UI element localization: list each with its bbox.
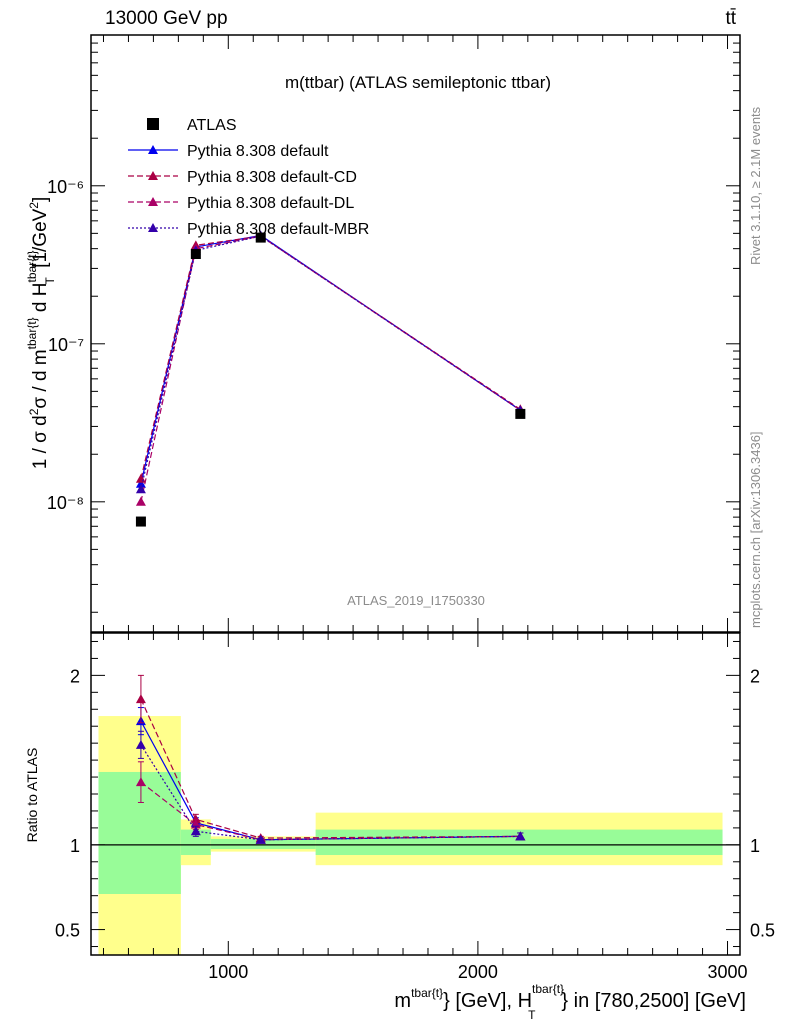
x-tick-label: 3000 — [707, 962, 747, 982]
legend-marker — [148, 197, 158, 206]
ratio-y-tick-label: 1 — [70, 836, 80, 856]
main-y-axis-label: 1 / σ d2σ / d mtbar{t} d Htbar{t} T [1/Ge… — [25, 197, 57, 470]
ratio-y-axis-label: Ratio to ATLAS — [24, 748, 40, 843]
rivet-label: Rivet 3.1.10, ≥ 2.1M events — [748, 106, 763, 265]
legend-label: Pythia 8.308 default-CD — [187, 169, 357, 186]
main-data — [135, 230, 526, 527]
ratio-point-4 — [255, 834, 266, 844]
ratio-line-2 — [140, 698, 521, 839]
atlas-point — [190, 249, 201, 260]
series-line-3 — [140, 235, 521, 502]
x-tick-label: 1000 — [208, 962, 248, 982]
legend: ATLAS Pythia 8.308 default Pythia 8.308 de… — [128, 117, 369, 238]
ratio-point-4 — [190, 826, 201, 836]
ratio-y-tick-label-right: 1 — [750, 836, 760, 856]
svg-text:mtbar{t}} [GeV], Htbar{t}T} in: mtbar{t}} [GeV], Htbar{t} T} in [780,2500… — [394, 982, 746, 1022]
ratio-point-3 — [135, 777, 146, 787]
band-inner-0 — [98, 771, 181, 894]
ratio-point-4 — [135, 739, 146, 749]
ratio-panel: 0.5 0.5 1 1 2 2 1000 2000 3000 — [55, 632, 775, 982]
process-label: tt̄ — [725, 8, 736, 29]
ratio-y-tick-label-right: 2 — [750, 666, 760, 686]
uncertainty-bands — [91, 716, 740, 955]
energy-label: 13000 GeV pp — [105, 8, 228, 29]
y-tick-label: 10⁻⁶ — [47, 177, 84, 197]
ratio-panel-frame — [90, 632, 741, 956]
ratio-line-4 — [140, 744, 521, 841]
legend-label: Pythia 8.308 default-DL — [187, 195, 354, 212]
band-inner-2 — [210, 838, 316, 850]
ratio-axis-ticks: 0.5 0.5 1 1 2 2 1000 2000 3000 — [55, 633, 775, 982]
plot-title: m(ttbar) (ATLAS semileptonic ttbar) — [285, 73, 551, 92]
svg-text:1 / σ d2σ / d mtbar{t} d Htbar: 1 / σ d2σ / d mtbar{t} d Htbar{t} T [1/Ge… — [25, 197, 57, 470]
legend-marker — [148, 145, 158, 154]
legend-marker-atlas — [147, 118, 159, 130]
ratio-data — [135, 674, 526, 844]
main-axis-ticks: 10⁻⁸ 10⁻⁷ 10⁻⁶ — [47, 34, 740, 632]
series-point-3 — [135, 496, 146, 506]
main-panel: 10⁻⁸ 10⁻⁷ 10⁻⁶ — [47, 34, 741, 633]
ratio-y-tick-label: 0.5 — [55, 921, 80, 941]
series-point-4 — [135, 484, 146, 494]
legend-label: Pythia 8.308 default-MBR — [187, 221, 369, 238]
mcplots-label: mcplots.cern.ch [arXiv:1306.3436] — [748, 431, 763, 628]
legend-marker — [148, 171, 158, 180]
x-axis-label: mtbar{t}} [GeV], Htbar{t} T} in [780,2500… — [394, 982, 746, 1022]
legend-label: ATLAS — [187, 117, 237, 134]
ratio-point-4 — [515, 831, 526, 841]
atlas-point — [135, 516, 146, 527]
main-panel-frame — [90, 34, 741, 633]
analysis-tag: ATLAS_2019_I1750330 — [347, 593, 485, 608]
ratio-y-tick-label-right: 0.5 — [750, 921, 775, 941]
ratio-y-tick-label: 2 — [70, 666, 80, 686]
atlas-point — [255, 232, 266, 243]
atlas-point — [515, 408, 526, 419]
ratio-point-2 — [135, 694, 146, 704]
x-tick-label: 2000 — [458, 962, 498, 982]
y-tick-label: 10⁻⁸ — [47, 493, 84, 513]
legend-marker — [148, 223, 158, 232]
series-point-1 — [135, 478, 146, 488]
y-tick-label: 10⁻⁷ — [48, 335, 84, 355]
legend-label: Pythia 8.308 default — [187, 143, 329, 160]
